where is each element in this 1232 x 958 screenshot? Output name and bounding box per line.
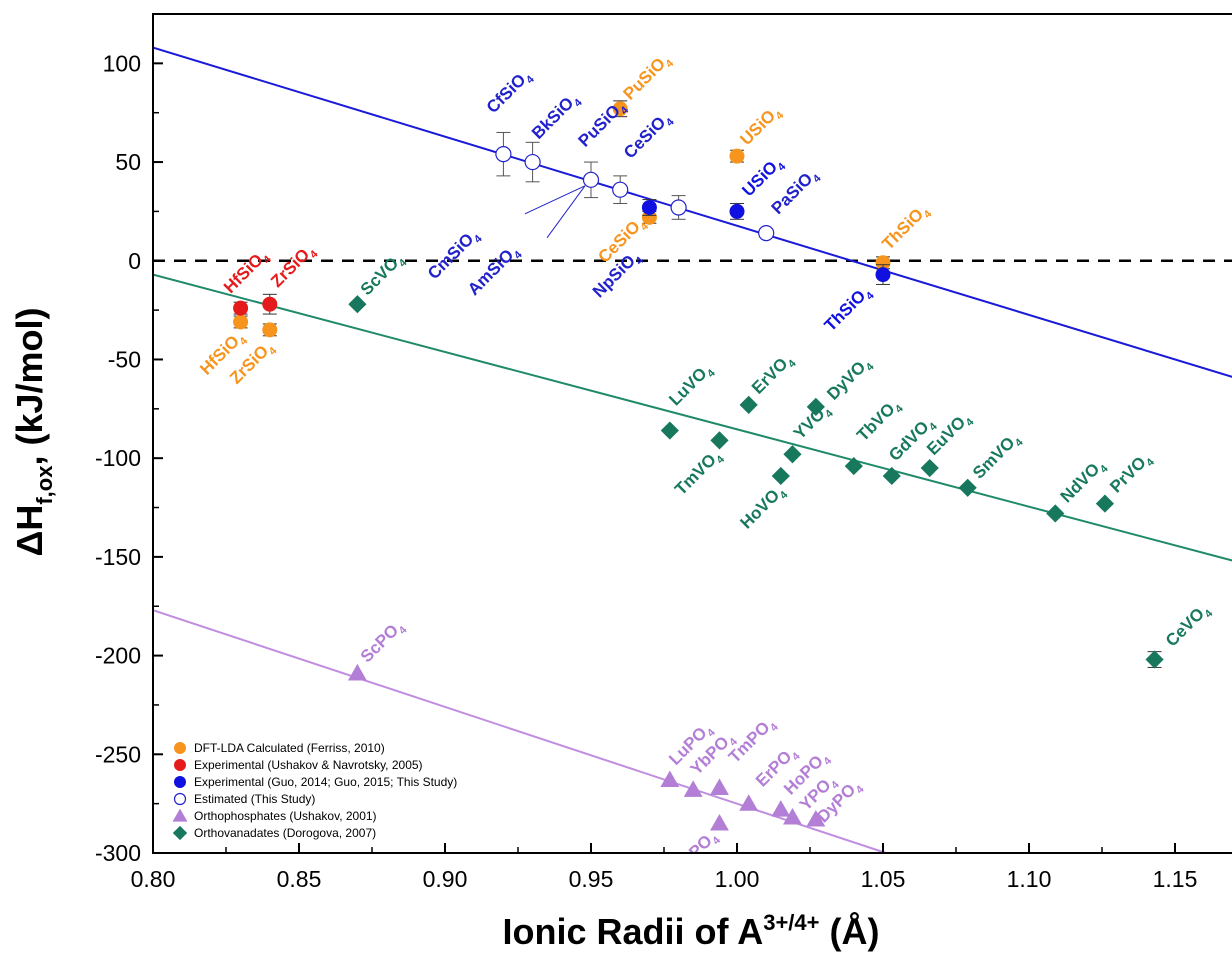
data-point-circle (495, 146, 512, 163)
y-tick-label: -150 (95, 544, 141, 570)
data-point-diamond (882, 466, 901, 486)
y-tick-label: 100 (103, 50, 141, 76)
data-point-triangle (710, 778, 729, 795)
data-point-diamond (348, 295, 367, 314)
y-tick-label: 50 (115, 149, 141, 175)
leader-line (524, 185, 586, 215)
data-point-triangle (806, 809, 826, 827)
data-point-circle (262, 296, 278, 312)
data-point-diamond (958, 478, 977, 497)
data-point-circle (612, 181, 629, 198)
point-label: CeSiO4 (620, 108, 677, 165)
legend-marker-diamond (172, 825, 188, 841)
point-label: USiO4 (736, 101, 787, 152)
data-point-triangle (739, 794, 759, 811)
point-label: SmVO4 (969, 428, 1026, 485)
data-point-circle (612, 101, 628, 117)
data-point-diamond (739, 395, 758, 414)
legend-marker-circle (173, 792, 187, 806)
x-tick-label: 0.90 (423, 866, 468, 892)
legend-label: Experimental (Ushakov & Navrotsky, 2005) (194, 758, 423, 772)
data-point-triangle (660, 770, 680, 788)
x-tick-label: 1.05 (861, 866, 906, 892)
data-point-diamond (1046, 504, 1065, 523)
phosphate-fit-line (153, 609, 887, 853)
y-tick-label: 0 (128, 248, 141, 274)
data-point-circle (641, 199, 657, 215)
y-tick-label: -200 (95, 643, 141, 669)
data-point-circle (233, 314, 249, 330)
x-tick-label: 0.85 (277, 866, 322, 892)
point-label: CeVO4 (1162, 599, 1216, 653)
point-label: HoVO4 (736, 481, 791, 536)
data-point-diamond (783, 445, 802, 464)
data-point-triangle (683, 780, 703, 797)
data-point-circle (758, 225, 775, 242)
point-label: CfSiO4 (483, 65, 538, 120)
point-label: YVO4 (790, 399, 837, 446)
point-label: ScVO4 (357, 249, 410, 302)
point-label: EuVO4 (923, 408, 977, 462)
leader-line (546, 185, 586, 239)
data-point-diamond (806, 397, 825, 416)
legend-label: Estimated (This Study) (194, 792, 315, 806)
data-point-triangle (347, 663, 367, 681)
axes: 0.80 0.85 0.90 0.95 1.00 1.05 1.10 1.15 100 50 0 -5… (9, 13, 1232, 952)
legend-marker-circle (174, 759, 186, 771)
point-label: ScPO4 (357, 616, 410, 669)
x-tick-label: 0.80 (131, 866, 176, 892)
data-point-circle (582, 171, 600, 188)
data-point-diamond (844, 456, 863, 476)
data-point-triangle (771, 800, 791, 817)
point-label: PrVO4 (1106, 448, 1157, 499)
legend-marker-circle (174, 776, 186, 788)
data-point-diamond (710, 431, 729, 450)
point-label: TmVO4 (671, 445, 728, 502)
y-tick-label: -100 (95, 445, 141, 471)
x-tick-label: 1.10 (1007, 866, 1052, 892)
legend: DFT-LDA Calculated (Ferriss, 2010) Experi… (172, 741, 457, 841)
y-tick-label: -250 (95, 741, 141, 767)
y-tick-label: -300 (95, 840, 141, 866)
point-label: ErVO4 (748, 349, 799, 400)
data-point-circle (524, 153, 541, 171)
legend-marker-triangle (172, 808, 188, 822)
point-label: ThSiO4 (821, 281, 878, 338)
x-axis-title: Ionic Radii of A3+/4+ (Å) (503, 910, 880, 952)
legend-label: DFT-LDA Calculated (Ferriss, 2010) (194, 741, 385, 755)
x-tick-label: 1.00 (715, 866, 760, 892)
data-point-triangle (710, 813, 729, 831)
legend-label: Experimental (Guo, 2014; Guo, 2015; This… (194, 775, 457, 789)
data-point-circle (875, 267, 891, 283)
y-axis-title: ΔHf,ox, (kJ/mol) (9, 307, 57, 556)
y-tick-label: -50 (108, 346, 141, 372)
vanadate-fit-line (153, 273, 1232, 562)
data-point-diamond (771, 466, 790, 486)
data-point-diamond (660, 421, 679, 440)
point-label: HfSiO4 (220, 245, 275, 300)
data-point-circle (233, 300, 249, 316)
data-point-circle (729, 203, 745, 219)
data-point-diamond (920, 458, 939, 478)
legend-label: Orthovanadates (Dorogova, 2007) (194, 826, 376, 840)
data-point-circle (670, 199, 687, 216)
legend-label: Orthophosphates (Ushakov, 2001) (194, 809, 377, 823)
data-point-circle (262, 322, 278, 338)
point-label: ThSiO4 (878, 200, 935, 257)
data-point-diamond (1095, 494, 1115, 513)
silicate-fit-line (153, 46, 1232, 378)
data-point-circle (729, 148, 745, 164)
point-label: PuSiO4 (620, 49, 677, 106)
point-label: ZrSiO4 (267, 240, 321, 294)
plot-frame (152, 13, 1232, 854)
x-tick-label: 1.15 (1153, 866, 1198, 892)
x-tick-label: 0.95 (569, 866, 614, 892)
point-label: DyVO4 (823, 353, 877, 407)
data-point-diamond (1145, 650, 1164, 669)
data-point-triangle (783, 808, 802, 825)
point-label: AmSiO4 (464, 241, 525, 302)
legend-marker-circle (174, 742, 186, 754)
point-label: LuVO4 (665, 359, 718, 412)
